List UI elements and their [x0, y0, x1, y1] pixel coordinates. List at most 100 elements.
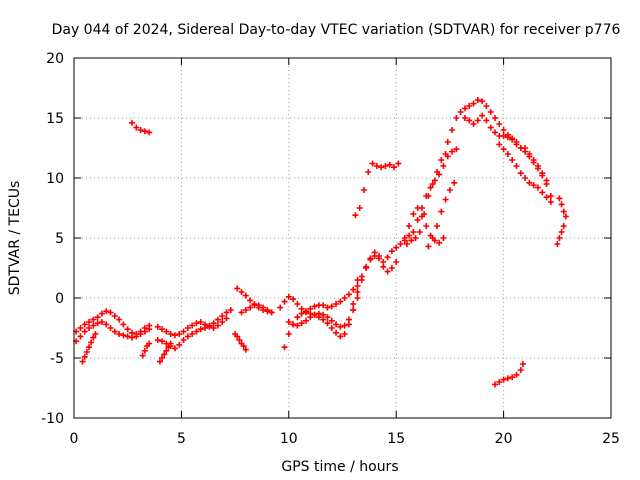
- data-point-marker: [81, 328, 88, 335]
- series-satellite-arc-3: [79, 331, 99, 365]
- data-point-marker: [492, 381, 499, 388]
- data-point-marker: [247, 304, 254, 311]
- data-point-marker: [496, 379, 503, 385]
- data-point-marker: [311, 303, 318, 310]
- data-point-marker: [128, 334, 135, 341]
- data-point-marker: [193, 320, 200, 327]
- data-point-marker: [408, 237, 415, 244]
- data-point-marker: [146, 326, 153, 333]
- data-point-marker: [320, 302, 327, 309]
- data-point-marker: [81, 321, 88, 328]
- data-point-marker: [159, 355, 166, 361]
- data-point-marker: [223, 309, 230, 316]
- data-point-marker: [530, 182, 537, 189]
- data-point-marker: [371, 253, 378, 259]
- data-point-marker: [184, 333, 191, 340]
- data-point-marker: [363, 263, 370, 270]
- data-point-marker: [328, 325, 335, 331]
- data-point-marker: [373, 163, 380, 169]
- data-point-marker: [77, 333, 84, 340]
- data-point-marker: [446, 187, 453, 193]
- data-point-marker: [193, 328, 200, 335]
- data-point-marker: [345, 291, 352, 298]
- data-point-marker: [154, 323, 161, 330]
- data-point-marker: [189, 331, 196, 337]
- data-point-marker: [83, 349, 90, 355]
- data-point-marker: [556, 195, 563, 202]
- data-point-marker: [354, 295, 361, 301]
- data-point-marker: [328, 317, 335, 324]
- data-point-marker: [103, 321, 110, 328]
- data-point-marker: [298, 320, 305, 327]
- data-point-marker: [421, 211, 428, 217]
- series-satellite-arc-5: [139, 340, 153, 359]
- x-tick-label: 15: [387, 431, 405, 447]
- data-point-marker: [240, 343, 247, 349]
- data-point-marker: [333, 329, 340, 336]
- data-point-marker: [479, 112, 486, 119]
- data-point-marker: [504, 134, 511, 141]
- data-point-marker: [154, 337, 161, 343]
- data-point-marker: [277, 304, 284, 311]
- data-point-marker: [255, 302, 262, 309]
- data-point-marker: [341, 322, 348, 329]
- data-point-marker: [509, 157, 516, 163]
- data-point-marker: [206, 322, 213, 329]
- data-point-marker: [522, 175, 529, 181]
- data-point-marker: [500, 376, 507, 383]
- data-point-marker: [487, 124, 494, 131]
- series-satellite-arc-9: [232, 331, 249, 353]
- data-point-marker: [487, 109, 494, 115]
- data-point-marker: [356, 205, 363, 211]
- data-point-marker: [163, 328, 170, 335]
- data-point-marker: [517, 170, 524, 177]
- data-point-marker: [457, 109, 464, 115]
- data-point-marker: [242, 346, 249, 353]
- data-point-marker: [453, 115, 460, 121]
- data-point-marker: [128, 119, 135, 126]
- data-point-marker: [242, 307, 249, 313]
- data-point-marker: [382, 163, 389, 169]
- data-point-marker: [534, 163, 541, 169]
- data-point-marker: [558, 201, 565, 208]
- data-point-marker: [341, 331, 348, 337]
- data-point-marker: [116, 331, 123, 337]
- data-point-marker: [107, 325, 114, 331]
- data-point-marker: [556, 235, 563, 241]
- data-point-marker: [176, 331, 183, 337]
- data-point-marker: [429, 181, 436, 187]
- series-satellite-arc-1: [73, 308, 153, 337]
- data-point-marker: [414, 217, 421, 223]
- y-tick-label: 5: [55, 231, 64, 247]
- data-point-marker: [388, 265, 395, 271]
- data-point-marker: [290, 321, 297, 328]
- data-point-marker: [547, 193, 554, 199]
- data-point-marker: [466, 117, 473, 124]
- data-point-marker: [367, 256, 374, 263]
- data-point-marker: [111, 328, 118, 335]
- data-point-marker: [214, 322, 221, 329]
- data-point-marker: [436, 239, 443, 246]
- data-point-marker: [378, 164, 385, 171]
- data-point-marker: [197, 326, 204, 333]
- data-point-marker: [167, 331, 174, 337]
- data-point-marker: [210, 320, 217, 327]
- data-point-marker: [268, 309, 275, 316]
- series-satellite-arc-25: [522, 145, 554, 199]
- data-point-marker: [483, 117, 490, 124]
- data-point-marker: [111, 313, 118, 319]
- data-point-marker: [139, 352, 146, 359]
- data-point-marker: [98, 310, 105, 317]
- data-point-marker: [470, 121, 477, 127]
- data-point-marker: [547, 199, 554, 205]
- data-point-marker: [281, 344, 288, 351]
- data-point-marker: [302, 317, 309, 324]
- series-satellite-arc-13: [277, 277, 361, 315]
- data-point-marker: [513, 141, 520, 148]
- data-point-marker: [77, 325, 84, 331]
- data-point-marker: [562, 213, 569, 220]
- data-point-marker: [290, 296, 297, 303]
- data-point-marker: [137, 127, 144, 133]
- x-tick-label: 25: [602, 431, 620, 447]
